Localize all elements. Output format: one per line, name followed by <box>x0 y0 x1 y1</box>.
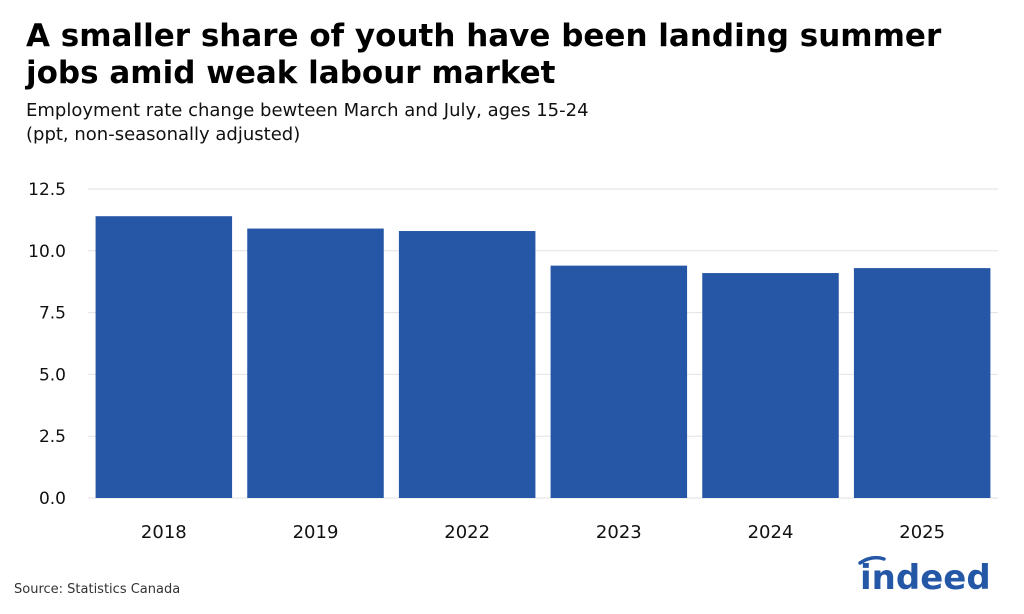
x-tick-label: 2025 <box>899 522 945 543</box>
y-tick-label: 5.0 <box>39 365 66 385</box>
x-tick-label: 2024 <box>748 522 794 543</box>
y-tick-label: 10.0 <box>28 242 66 262</box>
y-tick-label: 2.5 <box>39 427 66 447</box>
indeed-logo-text: indeed <box>860 558 991 598</box>
y-tick-label: 12.5 <box>28 180 66 200</box>
indeed-logo: indeed <box>858 555 991 598</box>
chart-subtitle: Employment rate change bewteen March and… <box>26 99 926 147</box>
source-note: Source: Statistics Canada <box>14 582 181 597</box>
bar-2023 <box>550 265 688 498</box>
bars <box>95 216 991 499</box>
x-tick-label: 2022 <box>444 522 490 543</box>
y-tick-label: 7.5 <box>39 304 66 324</box>
x-axis-ticks: 2018 2019 2022 2023 2024 2025 <box>141 522 945 543</box>
subtitle-line-2: (ppt, non-seasonally adjusted) <box>26 124 301 145</box>
grid-lines <box>88 188 998 499</box>
bar-2024 <box>702 273 839 498</box>
bar-2022 <box>398 231 536 499</box>
chart-title: A smaller share of youth have been landi… <box>26 18 942 91</box>
bar-2025 <box>853 268 991 498</box>
bar-2018 <box>95 216 233 498</box>
y-tick-label: 0.0 <box>39 489 66 509</box>
indeed-logo-arc <box>858 555 886 565</box>
bar-2019 <box>247 228 384 498</box>
x-tick-label: 2023 <box>596 522 642 543</box>
y-axis-ticks: 0.0 2.5 5.0 7.5 10.0 12.5 <box>28 180 66 509</box>
bar-chart: 0.0 2.5 5.0 7.5 10.0 12.5 2018 2019 2022 2023 202… <box>28 180 998 543</box>
x-tick-label: 2019 <box>293 522 339 543</box>
subtitle-line-1: Employment rate change bewteen March and… <box>26 100 589 121</box>
x-tick-label: 2018 <box>141 522 187 543</box>
